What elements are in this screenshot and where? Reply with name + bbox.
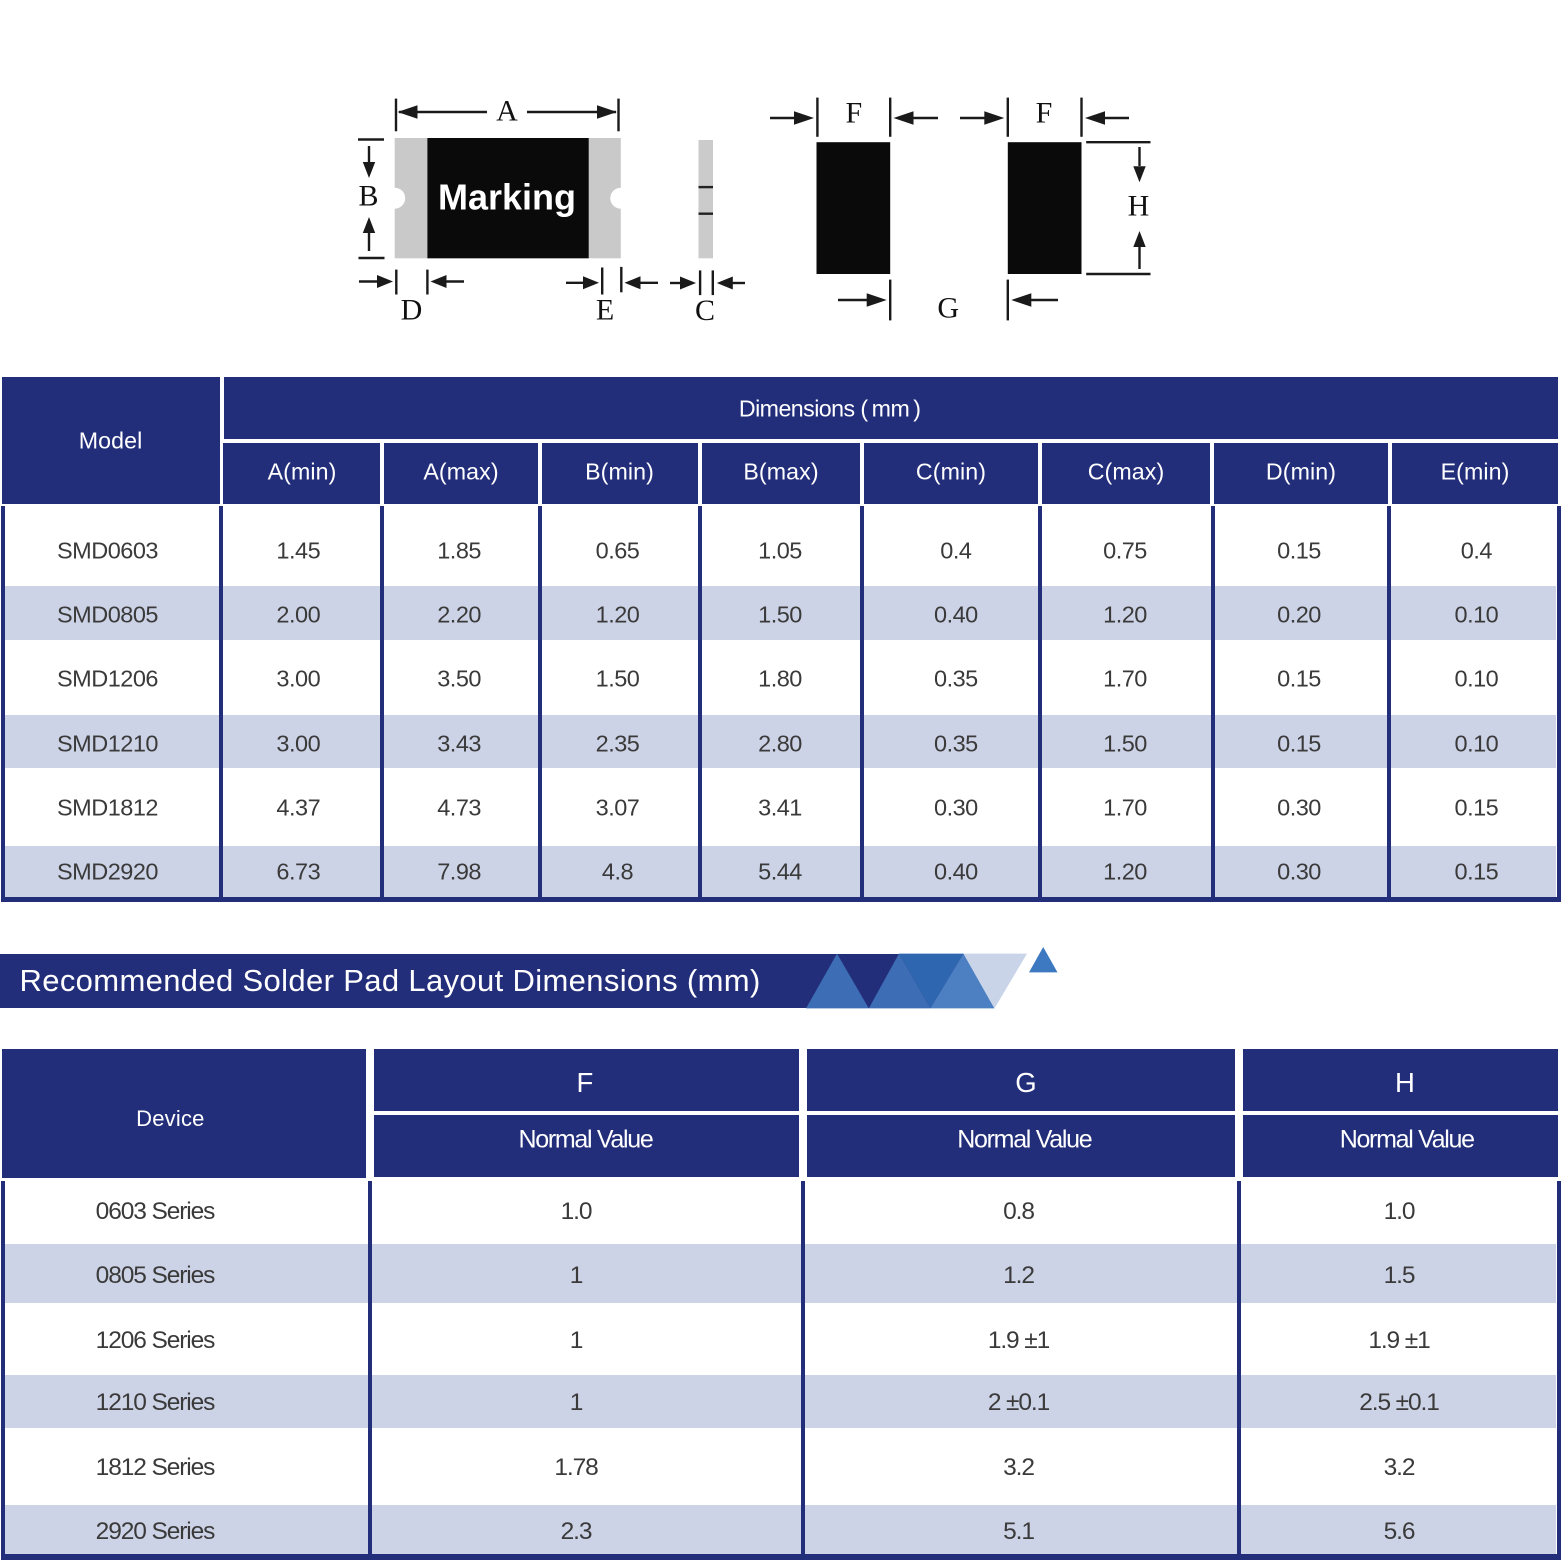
svg-text:Marking: Marking	[438, 177, 576, 218]
svg-text:G: G	[937, 292, 959, 325]
svg-text:A: A	[496, 95, 518, 128]
svg-text:B: B	[358, 180, 378, 213]
svg-text:E: E	[596, 294, 614, 327]
svg-text:F: F	[1036, 97, 1053, 130]
svg-text:D: D	[401, 294, 423, 327]
svg-text:F: F	[845, 97, 862, 130]
svg-text:C: C	[695, 294, 715, 327]
svg-text:H: H	[1128, 190, 1150, 223]
